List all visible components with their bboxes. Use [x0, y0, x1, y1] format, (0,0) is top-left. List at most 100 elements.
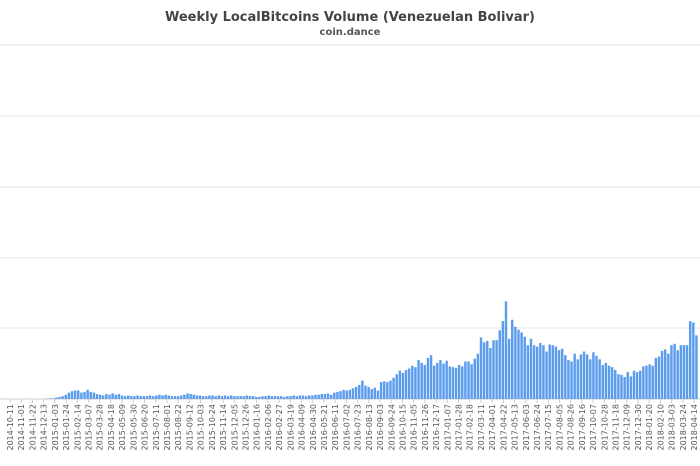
bar [304, 396, 308, 399]
bar [126, 395, 130, 399]
x-tick-label: 2017-08-05 [555, 404, 564, 451]
bar [660, 350, 664, 399]
bar [489, 348, 492, 399]
bar [598, 359, 601, 399]
bar [629, 376, 633, 399]
bar [411, 365, 414, 399]
x-tick-label: 2016-10-15 [398, 404, 407, 451]
x-tick-label: 2016-12-17 [432, 404, 441, 451]
bar [464, 361, 467, 399]
x-tick-label: 2016-06-11 [331, 404, 340, 451]
bar [339, 391, 342, 399]
x-tick-label: 2018-01-20 [645, 404, 654, 451]
bar [623, 377, 626, 399]
bar [233, 396, 236, 399]
bar [255, 396, 258, 399]
bar [682, 345, 686, 399]
bar [130, 396, 133, 399]
bar [367, 386, 370, 399]
bar [242, 396, 245, 399]
x-tick-label: 2017-04-22 [499, 404, 508, 451]
bar [632, 370, 636, 399]
x-tick-label: 2016-04-30 [309, 404, 318, 451]
x-tick-label: 2016-09-03 [376, 404, 385, 451]
bar [657, 356, 661, 399]
bar [283, 396, 286, 399]
bar [664, 349, 667, 399]
x-tick-label: 2015-08-22 [174, 404, 183, 451]
bar [383, 381, 386, 399]
x-tick-label: 2015-01-24 [62, 404, 71, 451]
bar [451, 367, 455, 399]
bar [626, 372, 629, 399]
bar [201, 396, 205, 399]
x-tick-label: 2015-03-28 [96, 404, 105, 451]
x-tick-label: 2017-06-03 [522, 404, 531, 451]
bar [273, 396, 277, 399]
bar [436, 362, 439, 399]
x-tick-label: 2016-01-16 [253, 404, 262, 451]
bar [314, 394, 317, 399]
bar [192, 394, 195, 399]
bar [520, 332, 523, 399]
x-tick-label: 2017-12-09 [623, 404, 632, 451]
x-tick-label: 2017-09-16 [578, 404, 587, 451]
bar [95, 394, 99, 399]
bar [370, 389, 373, 399]
bar [639, 370, 642, 399]
bar [214, 396, 217, 399]
bar [476, 353, 480, 399]
bar [376, 390, 380, 399]
x-tick-label: 2016-02-06 [264, 404, 273, 451]
bar [426, 357, 430, 399]
bar [407, 368, 411, 399]
x-tick-label: 2016-11-05 [410, 404, 419, 451]
x-tick-label: 2016-05-21 [320, 404, 329, 451]
bar [102, 395, 105, 399]
bar [589, 359, 592, 399]
bar [564, 355, 567, 399]
bar [617, 374, 620, 399]
bar [151, 396, 155, 399]
bar [329, 394, 333, 399]
chart-title: Weekly LocalBitcoins Volume (Venezuelan … [164, 10, 535, 25]
x-tick-label: 2015-01-03 [51, 404, 60, 451]
x-tick-label: 2018-02-10 [656, 404, 665, 451]
bar [576, 359, 580, 399]
x-tick-label: 2015-12-26 [241, 404, 250, 451]
bar [504, 301, 508, 399]
bar [470, 364, 473, 399]
bar [198, 395, 202, 399]
bar [70, 391, 74, 399]
bar [164, 394, 167, 399]
bar [292, 395, 295, 399]
bar [114, 394, 117, 399]
bar [336, 391, 339, 399]
x-tick-label: 2014-11-01 [17, 404, 26, 451]
bar [189, 394, 192, 399]
bar [539, 343, 542, 399]
bar [264, 396, 267, 399]
bar [692, 322, 695, 399]
bar [395, 374, 398, 399]
bar [236, 396, 239, 399]
x-tick-label: 2017-10-28 [600, 404, 609, 451]
bar [557, 350, 561, 399]
x-tick-label: 2016-09-24 [387, 404, 396, 451]
bar [161, 395, 164, 399]
bar [195, 395, 199, 399]
x-tick-label: 2017-03-11 [477, 404, 486, 451]
bar [289, 396, 292, 399]
bar [170, 396, 174, 399]
bar [55, 397, 58, 399]
bar [148, 395, 152, 399]
bar [645, 365, 648, 399]
bar [270, 396, 274, 399]
bar [429, 355, 433, 399]
bar [298, 395, 302, 399]
bar [517, 329, 520, 399]
bar [642, 366, 645, 399]
bar [180, 395, 183, 399]
bar [258, 396, 261, 399]
